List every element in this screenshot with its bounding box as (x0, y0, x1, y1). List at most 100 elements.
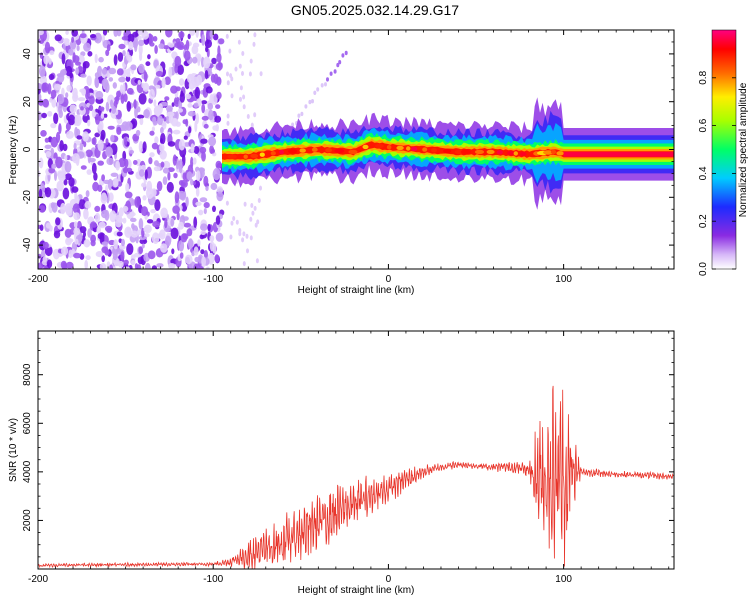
noise-speckle (108, 77, 114, 82)
noise-speckle (96, 226, 101, 234)
noise-speckle (199, 234, 205, 240)
streak-speckle (304, 104, 308, 109)
noise-speckle (134, 40, 138, 53)
noise-speckle (73, 221, 78, 229)
noise-speckle (55, 217, 61, 226)
noise-speckle (78, 66, 84, 74)
noise-speckle (57, 248, 62, 254)
noise-speckle (196, 170, 201, 182)
noise-speckle (204, 70, 209, 80)
ridge-peak (406, 146, 411, 151)
faint-speckle (253, 205, 257, 211)
noise-speckle (197, 239, 201, 247)
noise-speckle (216, 91, 222, 100)
faint-speckle (243, 201, 247, 207)
noise-speckle (216, 191, 224, 202)
streak-speckle (336, 62, 340, 68)
noise-speckle (184, 50, 191, 61)
noise-speckle (118, 260, 124, 268)
spectrogram-ytick-label: 20 (22, 96, 33, 108)
noise-speckle (138, 63, 145, 74)
noise-speckle (106, 157, 114, 166)
noise-speckle (58, 104, 63, 114)
noise-speckle (178, 221, 185, 230)
noise-speckle (94, 132, 100, 138)
noise-speckle (57, 93, 65, 105)
noise-speckle (48, 58, 52, 65)
noise-speckle (110, 99, 114, 108)
noise-speckle (146, 219, 154, 224)
faint-speckle (250, 122, 254, 128)
noise-speckle (203, 175, 209, 187)
noise-speckle (190, 143, 195, 153)
noise-speckle (141, 243, 145, 249)
snr-axes: -200 -100 0 100 2000 4000 6000 8000 (22, 331, 674, 585)
noise-speckle (153, 36, 158, 42)
noise-speckle (98, 56, 104, 63)
noise-speckle (126, 87, 134, 95)
noise-speckle (180, 182, 186, 187)
faint-speckle (245, 233, 249, 239)
noise-speckle (164, 76, 171, 85)
noise-speckle (131, 259, 136, 266)
noise-speckle (39, 65, 46, 77)
noise-speckle (83, 42, 91, 52)
noise-speckle (45, 151, 52, 158)
faint-speckle (239, 85, 243, 91)
noise-speckle (168, 66, 173, 79)
noise-speckle (63, 179, 68, 186)
noise-speckle (53, 112, 59, 125)
noise-speckle (189, 30, 196, 36)
faint-speckle (225, 33, 229, 39)
noise-speckle (142, 141, 147, 153)
noise-speckle (72, 87, 78, 99)
noise-speckle (170, 218, 175, 227)
noise-speckle (154, 136, 159, 144)
ridge-peak (396, 145, 404, 151)
streak-speckle (300, 111, 304, 117)
noise-speckle (205, 185, 209, 192)
noise-speckle (105, 146, 113, 157)
noise-speckle (119, 244, 126, 250)
noise-speckle (217, 45, 221, 57)
noise-speckle (62, 187, 70, 200)
noise-speckle (218, 38, 225, 45)
noise-speckle (193, 216, 198, 229)
faint-speckle (257, 198, 261, 203)
noise-speckle (164, 96, 170, 101)
faint-speckle (241, 71, 244, 76)
noise-speckle (91, 109, 96, 118)
noise-speckle (192, 56, 198, 64)
noise-speckle (65, 92, 69, 98)
noise-speckle (177, 108, 183, 113)
noise-speckle (92, 181, 99, 192)
faint-speckle (242, 261, 246, 267)
noise-speckle (38, 157, 44, 169)
noise-speckle (74, 114, 82, 127)
noise-speckle (57, 170, 64, 178)
noise-speckle (129, 149, 135, 154)
snr-ytick-label: 4000 (22, 460, 33, 483)
ridge-peak (250, 153, 259, 159)
noise-speckle (195, 30, 199, 38)
noise-speckle (126, 101, 132, 112)
noise-speckle (101, 241, 109, 246)
noise-speckle (158, 43, 165, 49)
colorbar-tick-label: 0.2 (698, 214, 709, 228)
noise-speckle (161, 120, 167, 130)
noise-speckle (122, 205, 129, 212)
noise-speckle (160, 161, 165, 168)
noise-speckle (80, 165, 87, 170)
noise-speckle (214, 115, 222, 123)
ridge-peak (556, 151, 564, 156)
noise-speckle (143, 71, 148, 82)
noise-speckle (203, 202, 210, 209)
noise-speckle (209, 30, 214, 39)
noise-speckle (209, 235, 215, 242)
noise-speckle (213, 33, 219, 41)
noise-speckle (51, 202, 58, 213)
faint-speckle (226, 80, 230, 86)
noise-speckle (142, 195, 147, 201)
noise-speckle (187, 238, 194, 249)
